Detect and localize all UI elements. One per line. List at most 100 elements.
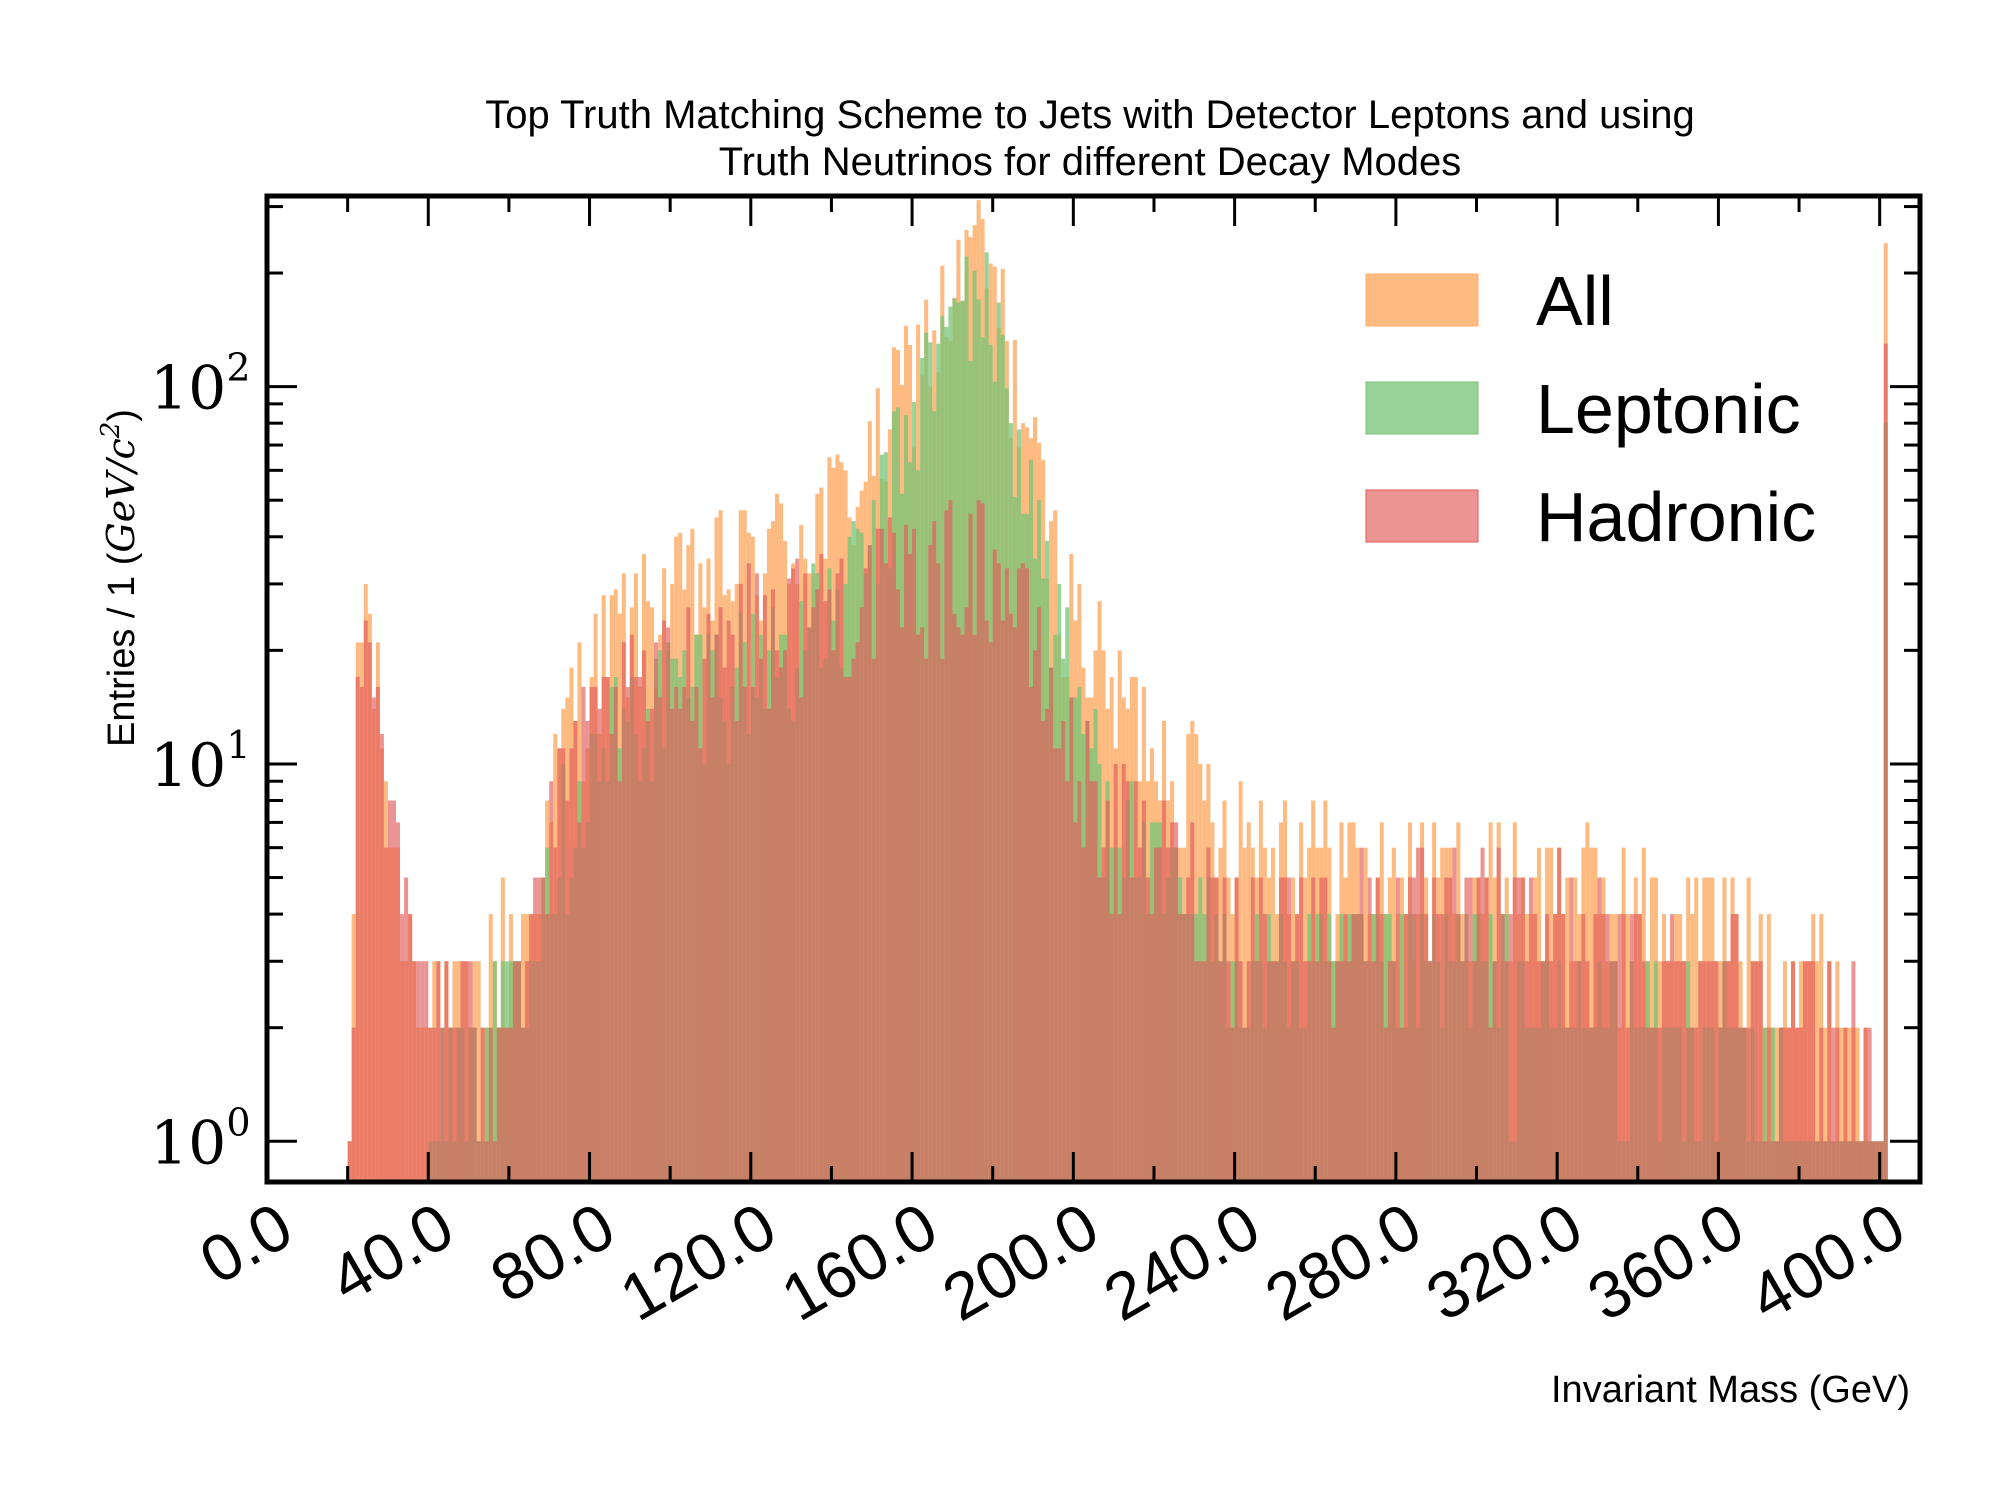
histogram-bar xyxy=(521,1027,526,1182)
histogram-bar xyxy=(674,686,679,1182)
histogram-bar xyxy=(1158,847,1163,1182)
histogram-bar xyxy=(1472,961,1477,1182)
histogram-bar xyxy=(1807,961,1812,1182)
histogram-bar xyxy=(658,697,663,1182)
histogram-bar xyxy=(557,748,562,1182)
histogram-bar xyxy=(1403,914,1408,1182)
histogram-bar xyxy=(742,686,747,1182)
histogram-bar xyxy=(1407,877,1412,1182)
histogram-bar xyxy=(819,554,824,1182)
histogram-bar xyxy=(666,627,671,1182)
histogram-bar xyxy=(1847,1027,1852,1182)
y-tick-labels: 100 101 102 xyxy=(150,346,251,1179)
histogram-bar xyxy=(831,650,836,1182)
histogram-bar xyxy=(1250,877,1255,1182)
histogram-bar xyxy=(1315,961,1320,1182)
histogram-bar xyxy=(1758,961,1763,1182)
histogram-bar xyxy=(1222,877,1227,1182)
histogram-bar xyxy=(1617,914,1622,1182)
histogram-bar xyxy=(545,914,550,1182)
histogram-bar xyxy=(1831,1027,1836,1182)
legend-swatch-leptonic xyxy=(1365,381,1479,435)
histogram-bar xyxy=(1456,914,1461,1182)
histogram-bar xyxy=(1742,1027,1747,1182)
histogram-bar xyxy=(1770,1027,1775,1182)
histogram-bar xyxy=(432,1027,437,1182)
histogram-bar xyxy=(734,720,739,1182)
histogram-bar xyxy=(1823,1027,1828,1182)
histogram-bar xyxy=(1883,343,1888,1182)
histogram-bar xyxy=(908,554,913,1182)
histogram-bar xyxy=(416,961,421,1182)
histogram-bar xyxy=(383,847,388,1182)
histogram-bar xyxy=(420,961,425,1182)
histogram-bar xyxy=(799,697,804,1182)
histogram-bar xyxy=(516,961,521,1182)
histogram-bar xyxy=(379,734,384,1182)
histogram-bar xyxy=(984,620,989,1182)
histogram-bar xyxy=(456,1027,461,1182)
histogram-bar xyxy=(932,521,937,1182)
histogram-bar xyxy=(1432,877,1437,1182)
histogram-bar xyxy=(1359,847,1364,1182)
histogram-bar xyxy=(1012,627,1017,1182)
histogram-bar xyxy=(1613,961,1618,1182)
histogram-bar xyxy=(1799,1027,1804,1182)
histogram-bar xyxy=(581,686,586,1182)
histogram-bar xyxy=(1371,961,1376,1182)
histogram-bar xyxy=(1428,961,1433,1182)
histogram-bar xyxy=(835,573,840,1182)
x-tick-labels: 0.0 40.0 80.0120.0160.0200.0240.0280.0320.… xyxy=(188,1188,1917,1335)
histogram-bar xyxy=(565,800,570,1182)
histogram-bar xyxy=(1081,847,1086,1182)
histogram-bar xyxy=(1387,961,1392,1182)
histogram-bar xyxy=(1835,1027,1840,1182)
histogram-bar xyxy=(484,1027,489,1182)
histogram-bar xyxy=(1468,877,1473,1182)
histogram-bar xyxy=(1722,961,1727,1182)
histogram-bar xyxy=(924,658,929,1182)
histogram-bar xyxy=(1395,877,1400,1182)
histogram-bar xyxy=(529,914,534,1182)
histogram-bar xyxy=(940,658,945,1182)
histogram-bar xyxy=(791,568,796,1182)
histogram-bar xyxy=(1053,748,1058,1182)
histogram-bar xyxy=(855,642,860,1182)
histogram-bar xyxy=(589,686,594,1182)
histogram-bar xyxy=(1754,961,1759,1182)
histogram-bar xyxy=(920,627,925,1182)
histogram-bar xyxy=(956,627,961,1182)
histogram-bar xyxy=(694,686,699,1182)
histogram-bar xyxy=(1674,961,1679,1182)
histogram-bar xyxy=(537,877,542,1182)
histogram-bar xyxy=(1795,1027,1800,1182)
histogram-bar xyxy=(492,961,497,1182)
histogram-bar xyxy=(1738,1027,1743,1182)
histogram-bar xyxy=(686,607,691,1182)
legend-label-leptonic: Leptonic xyxy=(1536,370,1801,448)
histogram-bar xyxy=(1678,961,1683,1182)
histogram-bar xyxy=(1141,800,1146,1182)
histogram-bar xyxy=(525,961,530,1182)
x-tick-label: 320.0 xyxy=(1414,1188,1594,1335)
histogram-bar xyxy=(1057,748,1062,1182)
histogram-bar xyxy=(1061,720,1066,1182)
histogram-bar xyxy=(629,634,634,1182)
histogram-bar xyxy=(1049,667,1054,1182)
histogram-bar xyxy=(1819,1027,1824,1182)
histogram-bar xyxy=(605,676,610,1182)
histogram-bar xyxy=(1504,961,1509,1182)
histogram-bar xyxy=(1823,1141,1828,1182)
histogram-bar xyxy=(1492,961,1497,1182)
histogram-bar xyxy=(779,667,784,1182)
histogram-bar xyxy=(1145,877,1150,1182)
histogram-bar xyxy=(1464,877,1469,1182)
histogram-bar xyxy=(714,634,719,1182)
histogram-bar xyxy=(1553,914,1558,1182)
histogram-bar xyxy=(936,563,941,1182)
histogram-bar xyxy=(1512,877,1517,1182)
histogram-bar xyxy=(1339,961,1344,1182)
histogram-bar xyxy=(1391,961,1396,1182)
legend-swatch-all xyxy=(1365,273,1479,327)
histogram-bar xyxy=(1605,914,1610,1182)
